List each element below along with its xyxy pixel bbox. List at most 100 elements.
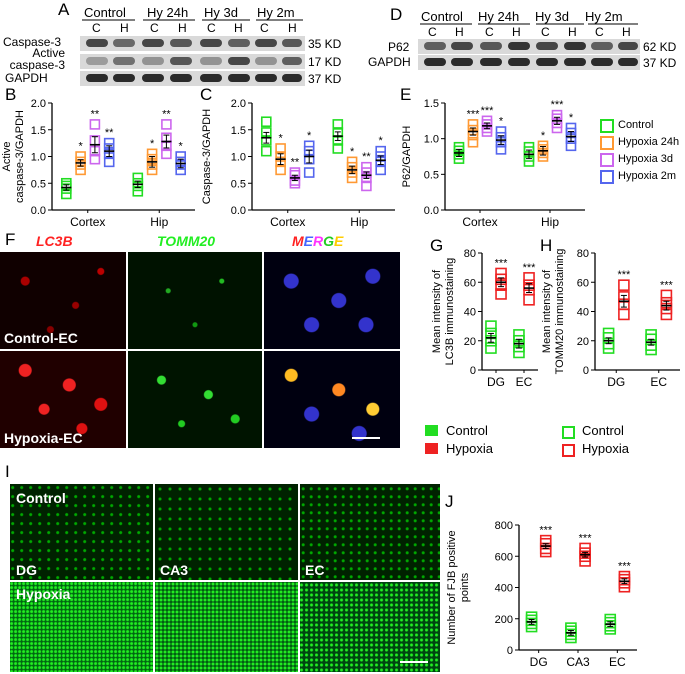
legend-swatch [562, 426, 575, 439]
significance-label: *** [523, 262, 537, 274]
x-tick-label: Cortex [462, 215, 497, 229]
blot-a-group-hy24h: Hy 24h [147, 5, 189, 20]
scale-bar [352, 437, 380, 439]
data-point [332, 119, 344, 130]
micrograph-control-ec [300, 484, 440, 580]
y-axis-label: points [459, 572, 471, 602]
y-tick-label: 0.5 [424, 169, 439, 181]
micrograph-hypoxia-lc3b [0, 351, 126, 448]
data-point [485, 342, 497, 354]
data-point [660, 289, 673, 302]
blot-a-lane: H [178, 21, 187, 35]
significance-label: ** [91, 108, 100, 120]
chart-b: 0.0 0.5 1.0 1.5 2.0 Active caspase-3/GAPDH Cort… [1, 98, 195, 229]
y-tick-label: 20 [464, 336, 476, 348]
y-tick-label: 40 [464, 307, 476, 319]
blot-d-lane: C [485, 25, 494, 39]
data-point [260, 145, 272, 157]
significance-label: * [569, 112, 574, 124]
y-tick-label: 1.5 [424, 98, 439, 110]
panel-label-f: F [5, 230, 16, 249]
blot-d-group-control: Control [421, 9, 463, 24]
blot-d-size: 62 KD [643, 40, 677, 54]
legend-swatch [562, 444, 575, 457]
blot-d-lane: C [595, 25, 604, 39]
blot-d-lane: H [622, 25, 631, 39]
blot-d-row-label: GAPDH [368, 55, 411, 69]
chart-h: 0 20 40 60 80 Mean intensity of TOMM20 immunos… [541, 248, 680, 389]
blot-a-lane: C [92, 21, 101, 35]
blot-d-lane: H [512, 25, 521, 39]
data-point [260, 116, 272, 128]
y-tick-label: 0.5 [31, 178, 46, 190]
blot-a-group-lines [82, 19, 303, 21]
y-axis-label: P62/GAPDH [401, 126, 413, 188]
blot-a-size: 17 KD [308, 55, 342, 69]
legend-label: Control [446, 423, 488, 438]
y-axis-label: Active [1, 142, 13, 172]
chart-j: 0 200 400 600 800 Number of FJB positive point… [446, 520, 637, 669]
data-point [303, 140, 315, 152]
data-point [161, 119, 172, 130]
legend-swatch [600, 170, 614, 184]
blot-d-group-lines [420, 23, 638, 25]
y-axis-label: Caspase-3/GAPDH [201, 109, 213, 204]
legend-label: Hypoxia 24h [618, 136, 680, 148]
panel-label-e: E [400, 85, 412, 104]
data-point [332, 143, 344, 154]
data-point [275, 164, 286, 176]
data-point [618, 308, 630, 321]
data-point [467, 136, 479, 148]
chart-c: 0.00.51.01.52.0Caspase-3/GAPDHCortex****… [201, 98, 395, 229]
legend-label: Hypoxia 2m [618, 170, 677, 182]
legend-swatch [600, 136, 614, 150]
data-point [361, 161, 372, 173]
x-tick-label: Hip [541, 215, 559, 229]
data-point [375, 145, 386, 157]
legend-label: Hypoxia [582, 441, 629, 456]
micrograph-control-ca3 [155, 484, 298, 580]
y-tick-label: 0.5 [231, 178, 246, 190]
panel-label-j: J [445, 492, 454, 511]
x-tick-label: EC [609, 655, 626, 669]
significance-label: * [307, 130, 312, 142]
y-tick-label: 0 [507, 645, 513, 657]
panel-label-c: C [200, 85, 213, 104]
significance-label: * [150, 138, 155, 150]
data-point [513, 329, 525, 341]
blot-d-p62-strip [418, 39, 640, 54]
x-tick-label: Cortex [70, 215, 105, 229]
y-axis-label: Mean intensity of [431, 269, 443, 353]
significance-label: * [541, 130, 546, 142]
micrograph-control-merge [264, 252, 400, 349]
x-tick-label: DG [487, 375, 505, 389]
micrograph-row-control-ec: Control-EC [4, 330, 78, 346]
data-point [303, 167, 315, 178]
blot-a-group-hy3d: Hy 3d [204, 5, 238, 20]
micrograph-hypoxia-ec [300, 582, 440, 672]
significance-label: *** [481, 105, 495, 117]
micrograph-col-lc3b: LC3B [36, 233, 73, 249]
blot-d-gapdh-strip [418, 55, 640, 70]
y-axis-label: TOMM20 immunostaining [554, 249, 566, 375]
y-tick-label: 800 [495, 520, 513, 532]
blot-d-group-hy3d: Hy 3d [535, 9, 569, 24]
blot-a-row-label: GAPDH [5, 71, 48, 85]
legend-swatch [425, 425, 438, 436]
blot-a-active-caspase3-strip [80, 54, 305, 69]
data-point [523, 272, 535, 284]
significance-label: *** [551, 99, 565, 111]
blot-a-lane: C [207, 21, 216, 35]
blot-a-gapdh-strip [80, 71, 305, 86]
x-tick-label: EC [650, 375, 667, 389]
x-tick-label: CA3 [566, 655, 590, 669]
y-tick-label: 0.0 [424, 205, 439, 217]
blot-d-lane: H [455, 25, 464, 39]
blot-d-group-hy2m: Hy 2m [585, 9, 623, 24]
micrograph-col-merge: MERGE [292, 233, 344, 249]
significance-label: * [350, 146, 355, 158]
data-point [523, 293, 535, 306]
data-point [660, 308, 673, 321]
blot-d-size: 37 KD [643, 56, 677, 70]
significance-label: *** [660, 279, 674, 291]
